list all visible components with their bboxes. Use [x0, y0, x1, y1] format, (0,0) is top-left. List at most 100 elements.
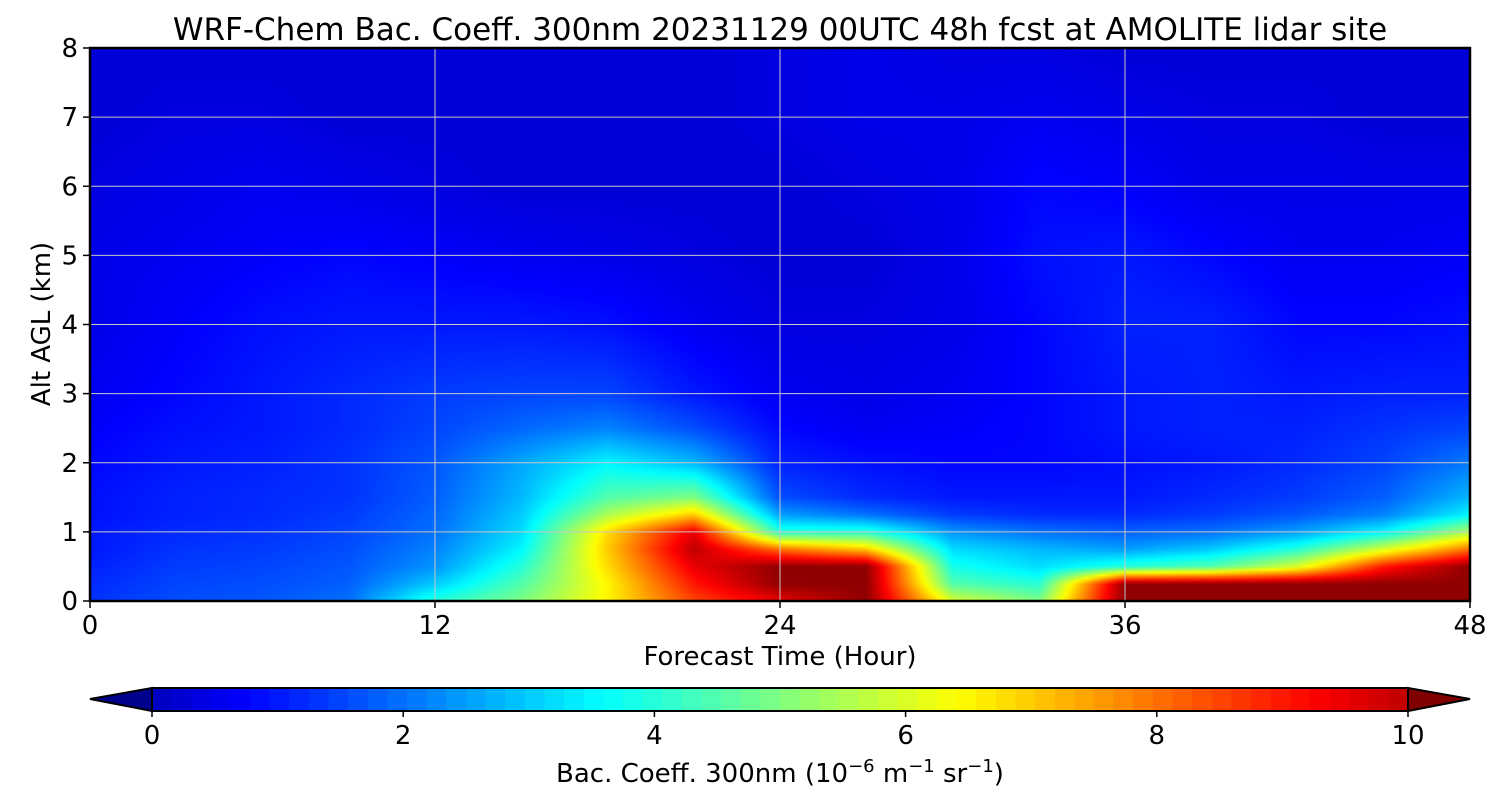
colorbar-segment — [1290, 688, 1311, 711]
colorbar-segment — [289, 688, 310, 711]
colorbar-label-main: Bac. Coeff. 300nm (10 — [556, 759, 848, 789]
colorbar-segment — [995, 688, 1017, 711]
colorbar-segment — [269, 688, 290, 711]
colorbar-tick-label: 6 — [897, 721, 914, 751]
y-tick-label: 1 — [61, 518, 78, 548]
grid-lines — [90, 48, 1470, 601]
colorbar-label-unit2: sr — [935, 759, 968, 789]
colorbar-segment — [799, 688, 820, 711]
colorbar-segment — [681, 688, 703, 711]
colorbar-segment — [1172, 688, 1193, 711]
colorbar-segment — [152, 688, 173, 711]
colorbar-segment — [446, 688, 467, 711]
colorbar-segment — [1054, 688, 1075, 711]
x-tick-label: 24 — [763, 611, 796, 641]
colorbar-segment — [1192, 688, 1213, 711]
y-tick-label: 5 — [61, 241, 78, 271]
colorbar-segment — [230, 688, 251, 711]
colorbar-segment — [1015, 688, 1036, 711]
colorbar-segment — [407, 688, 428, 711]
colorbar-segment — [387, 688, 408, 711]
colorbar-label-unit1: m — [875, 759, 909, 789]
plot-area — [88, 46, 1472, 603]
x-tick-label: 12 — [418, 611, 451, 641]
y-tick-label: 7 — [61, 103, 78, 133]
y-tick-label: 8 — [61, 34, 78, 64]
colorbar-tick-label: 8 — [1149, 721, 1166, 751]
colorbar-segment — [819, 688, 840, 711]
x-tick-label: 48 — [1453, 611, 1486, 641]
colorbar-segment — [780, 688, 801, 711]
colorbar-segments — [152, 688, 1409, 711]
colorbar-segment — [583, 688, 604, 711]
colorbar-segment — [1251, 688, 1272, 711]
colorbar-segment — [485, 688, 506, 711]
colorbar-segment — [466, 688, 487, 711]
colorbar-segment — [878, 688, 899, 711]
y-tick-label: 6 — [61, 172, 78, 202]
colorbar-label-exp2: −1 — [908, 756, 935, 777]
colorbar-segment — [956, 688, 977, 711]
colorbar-segment — [171, 688, 192, 711]
colorbar-segment — [1349, 688, 1370, 711]
colorbar-segment — [328, 688, 349, 711]
y-tick-label: 3 — [61, 380, 78, 410]
colorbar-extend-high — [1407, 686, 1471, 713]
x-axis-label: Forecast Time (Hour) — [643, 642, 916, 672]
colorbar-segment — [740, 688, 761, 711]
colorbar-segment — [1133, 688, 1154, 711]
colorbar-label-close: ) — [994, 759, 1004, 789]
colorbar-label-exp1: −6 — [848, 756, 875, 777]
colorbar-label: Bac. Coeff. 300nm (10−6 m−1 sr−1) — [556, 756, 1004, 789]
colorbar-segment — [1231, 688, 1252, 711]
colorbar-segment — [937, 688, 958, 711]
x-axis: 0 12 24 36 48 — [82, 601, 1487, 641]
colorbar-segment — [662, 688, 683, 711]
colorbar-segment — [858, 688, 879, 711]
y-tick-label: 2 — [61, 449, 78, 479]
colorbar-tick-label: 0 — [144, 721, 161, 751]
y-tick-label: 0 — [61, 587, 78, 617]
colorbar-segment — [1035, 688, 1056, 711]
colorbar-segment — [309, 688, 330, 711]
colorbar-segment — [721, 688, 742, 711]
colorbar-segment — [1368, 688, 1389, 711]
colorbar-segment — [1329, 688, 1350, 711]
colorbar-segment — [1270, 688, 1291, 711]
colorbar-extend-low — [89, 686, 153, 713]
x-tick-label: 36 — [1108, 611, 1141, 641]
colorbar-segment — [1211, 688, 1232, 711]
colorbar-segment — [1074, 688, 1095, 711]
colorbar-segment — [524, 688, 546, 711]
colorbar-segment — [623, 688, 644, 711]
chart-title: WRF-Chem Bac. Coeff. 300nm 20231129 00UT… — [173, 12, 1387, 48]
y-tick-label: 4 — [61, 311, 78, 341]
colorbar-segment — [897, 688, 918, 711]
colorbar-segment — [564, 688, 585, 711]
colorbar-segment — [838, 688, 860, 711]
colorbar-ticks: 0 2 4 6 8 10 — [144, 711, 1425, 751]
y-axis: 0 1 2 3 4 5 6 7 8 — [61, 34, 90, 617]
colorbar-segment — [760, 688, 781, 711]
colorbar-frame — [151, 687, 1409, 712]
colorbar-segment — [544, 688, 565, 711]
colorbar-tick-label: 2 — [395, 721, 412, 751]
colorbar-label-exp3: −1 — [967, 756, 994, 777]
colorbar-segment — [701, 688, 722, 711]
colorbar-segment — [642, 688, 663, 711]
colorbar-segment — [917, 688, 938, 711]
colorbar-segment — [1094, 688, 1115, 711]
colorbar-segment — [1152, 688, 1174, 711]
colorbar-segment — [976, 688, 997, 711]
colorbar-tick-label: 10 — [1391, 721, 1424, 751]
colorbar-segment — [250, 688, 271, 711]
colorbar-segment — [505, 688, 526, 711]
colorbar-segment — [191, 688, 212, 711]
colorbar-segment — [210, 688, 232, 711]
colorbar-segment — [1388, 688, 1409, 711]
x-tick-label: 0 — [82, 611, 99, 641]
colorbar-segment — [603, 688, 624, 711]
colorbar: 0 2 4 6 8 10 Bac. Coeff. 300nm (10−6 m−1 sr−1… — [89, 686, 1471, 789]
colorbar-tick-label: 4 — [646, 721, 663, 751]
